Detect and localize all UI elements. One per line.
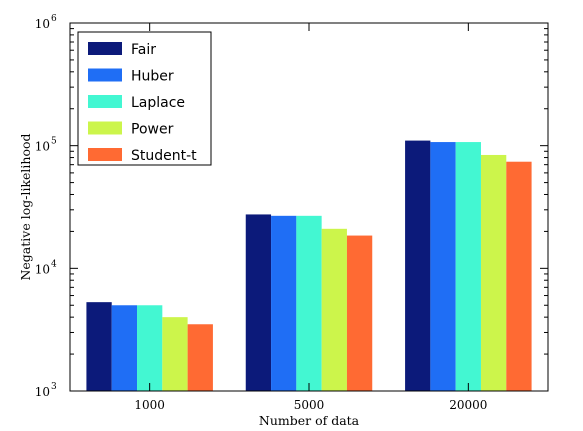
bar-laplace-1000	[137, 305, 163, 391]
legend-swatch-power	[88, 121, 122, 135]
bar-fair-1000	[86, 302, 112, 391]
legend-swatch-fair	[88, 42, 122, 55]
bar-fair-5000	[245, 214, 272, 391]
bar-huber-20000	[430, 142, 456, 391]
bars-layer	[86, 140, 532, 391]
legend-label: Power	[131, 122, 174, 138]
bar-student-t-1000	[187, 324, 213, 391]
bar-power-5000	[321, 228, 347, 391]
bar-laplace-20000	[455, 142, 481, 391]
bar-fair-20000	[405, 140, 431, 391]
legend-label: Huber	[131, 69, 174, 85]
bar-power-20000	[480, 154, 507, 391]
legend-swatch-student-t	[88, 148, 122, 161]
y-tick-label: 10	[35, 140, 50, 154]
legend-label: Student-t	[131, 148, 197, 164]
bar-laplace-5000	[296, 215, 322, 391]
x-axis-ticks: 1000 5000 20000	[134, 23, 487, 412]
x-tick-label: 5000	[294, 398, 325, 412]
y-tick-exponent: 4	[51, 259, 57, 269]
bar-student-t-5000	[346, 235, 373, 391]
y-tick-label: 10	[35, 385, 50, 399]
legend-label: Fair	[131, 42, 156, 58]
bar-power-1000	[162, 317, 188, 391]
x-tick-label: 1000	[134, 398, 165, 412]
legend-label: Laplace	[131, 95, 185, 111]
y-tick-exponent: 6	[51, 14, 57, 24]
bar-huber-1000	[111, 305, 138, 391]
bar-student-t-20000	[506, 161, 532, 391]
y-tick-exponent: 3	[51, 382, 57, 392]
legend: Fair Huber Laplace Power Student-t	[77, 31, 212, 166]
y-tick-label: 10	[35, 17, 50, 31]
y-tick-exponent: 5	[51, 137, 57, 147]
bar-huber-5000	[271, 215, 297, 391]
x-tick-label: 20000	[449, 398, 487, 412]
legend-swatch-laplace	[88, 95, 122, 108]
y-tick-label: 10	[35, 262, 50, 276]
legend-swatch-huber	[88, 68, 122, 82]
y-axis-label: Negative log-likelihood	[18, 133, 33, 280]
x-axis-label: Number of data	[259, 413, 360, 428]
